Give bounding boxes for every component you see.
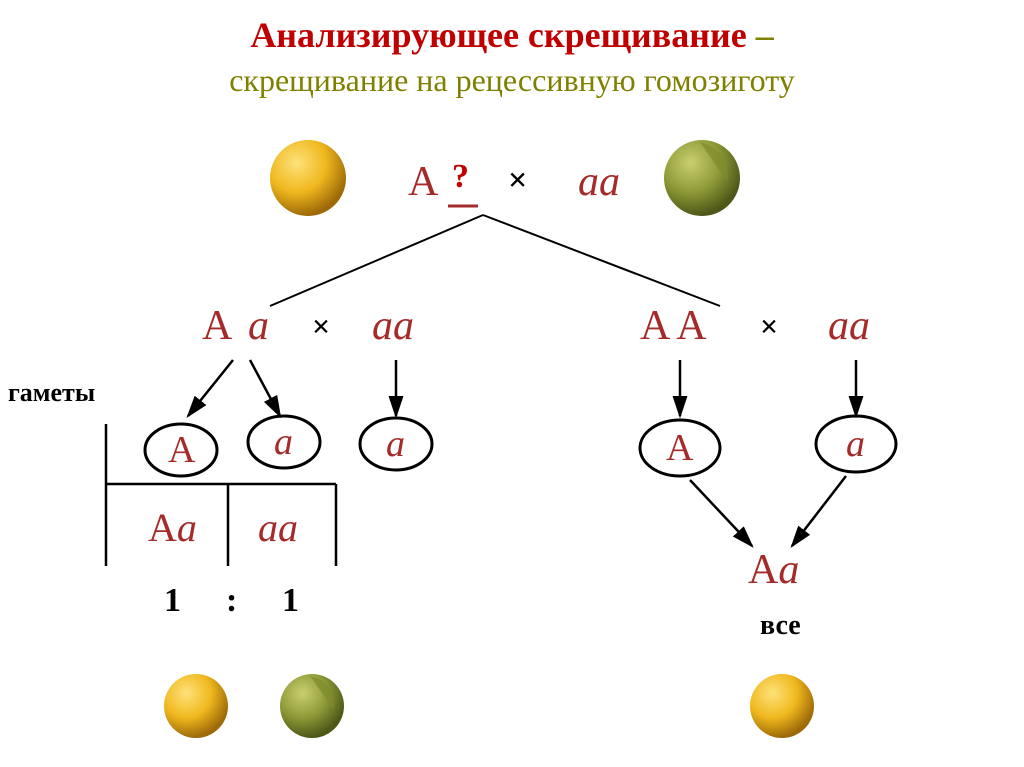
offspring-right-A: A (748, 547, 778, 593)
top-parent-qmark: ? (452, 158, 469, 196)
gamete-mid-a: a (386, 422, 405, 466)
left-cross-x: × (312, 308, 330, 345)
top-parent-A: A (408, 158, 438, 206)
gamete-right-A: A (666, 426, 693, 470)
top-cross: × (508, 162, 527, 200)
gametes-label: гаметы (8, 378, 95, 408)
ratio-1b: 1 (282, 582, 299, 620)
right-cross-x: × (760, 308, 778, 345)
diagram-lines (0, 0, 1024, 767)
offspring-right-Aa: Aa (748, 546, 799, 594)
title-line1: Анализирующее скрещивание – (0, 14, 1024, 56)
punnett-aa: aa (258, 504, 298, 551)
punnett-Aa-a: a (177, 505, 197, 550)
top-parent-aa: aa (578, 158, 620, 206)
left-Aa-A: A (202, 302, 232, 350)
title-main: Анализирующее скрещивание (250, 15, 746, 55)
right-AA: A A (640, 302, 707, 350)
gamete-right-a: a (846, 422, 865, 466)
ratio-colon: : (226, 582, 237, 620)
left-aa: aa (372, 302, 414, 350)
punnett-Aa: Aa (148, 504, 197, 551)
punnett-Aa-A: A (148, 505, 177, 550)
title-line2: скрещивание на рецессивную гомозиготу (0, 62, 1024, 99)
gamete-left-A: A (168, 428, 195, 472)
ratio-1a: 1 (164, 582, 181, 620)
all-label: все (760, 610, 801, 642)
offspring-right-a: a (778, 547, 799, 593)
left-Aa-a: a (248, 302, 269, 350)
gamete-left-a: a (274, 420, 293, 464)
title-dash: – (747, 15, 774, 55)
right-aa: aa (828, 302, 870, 350)
